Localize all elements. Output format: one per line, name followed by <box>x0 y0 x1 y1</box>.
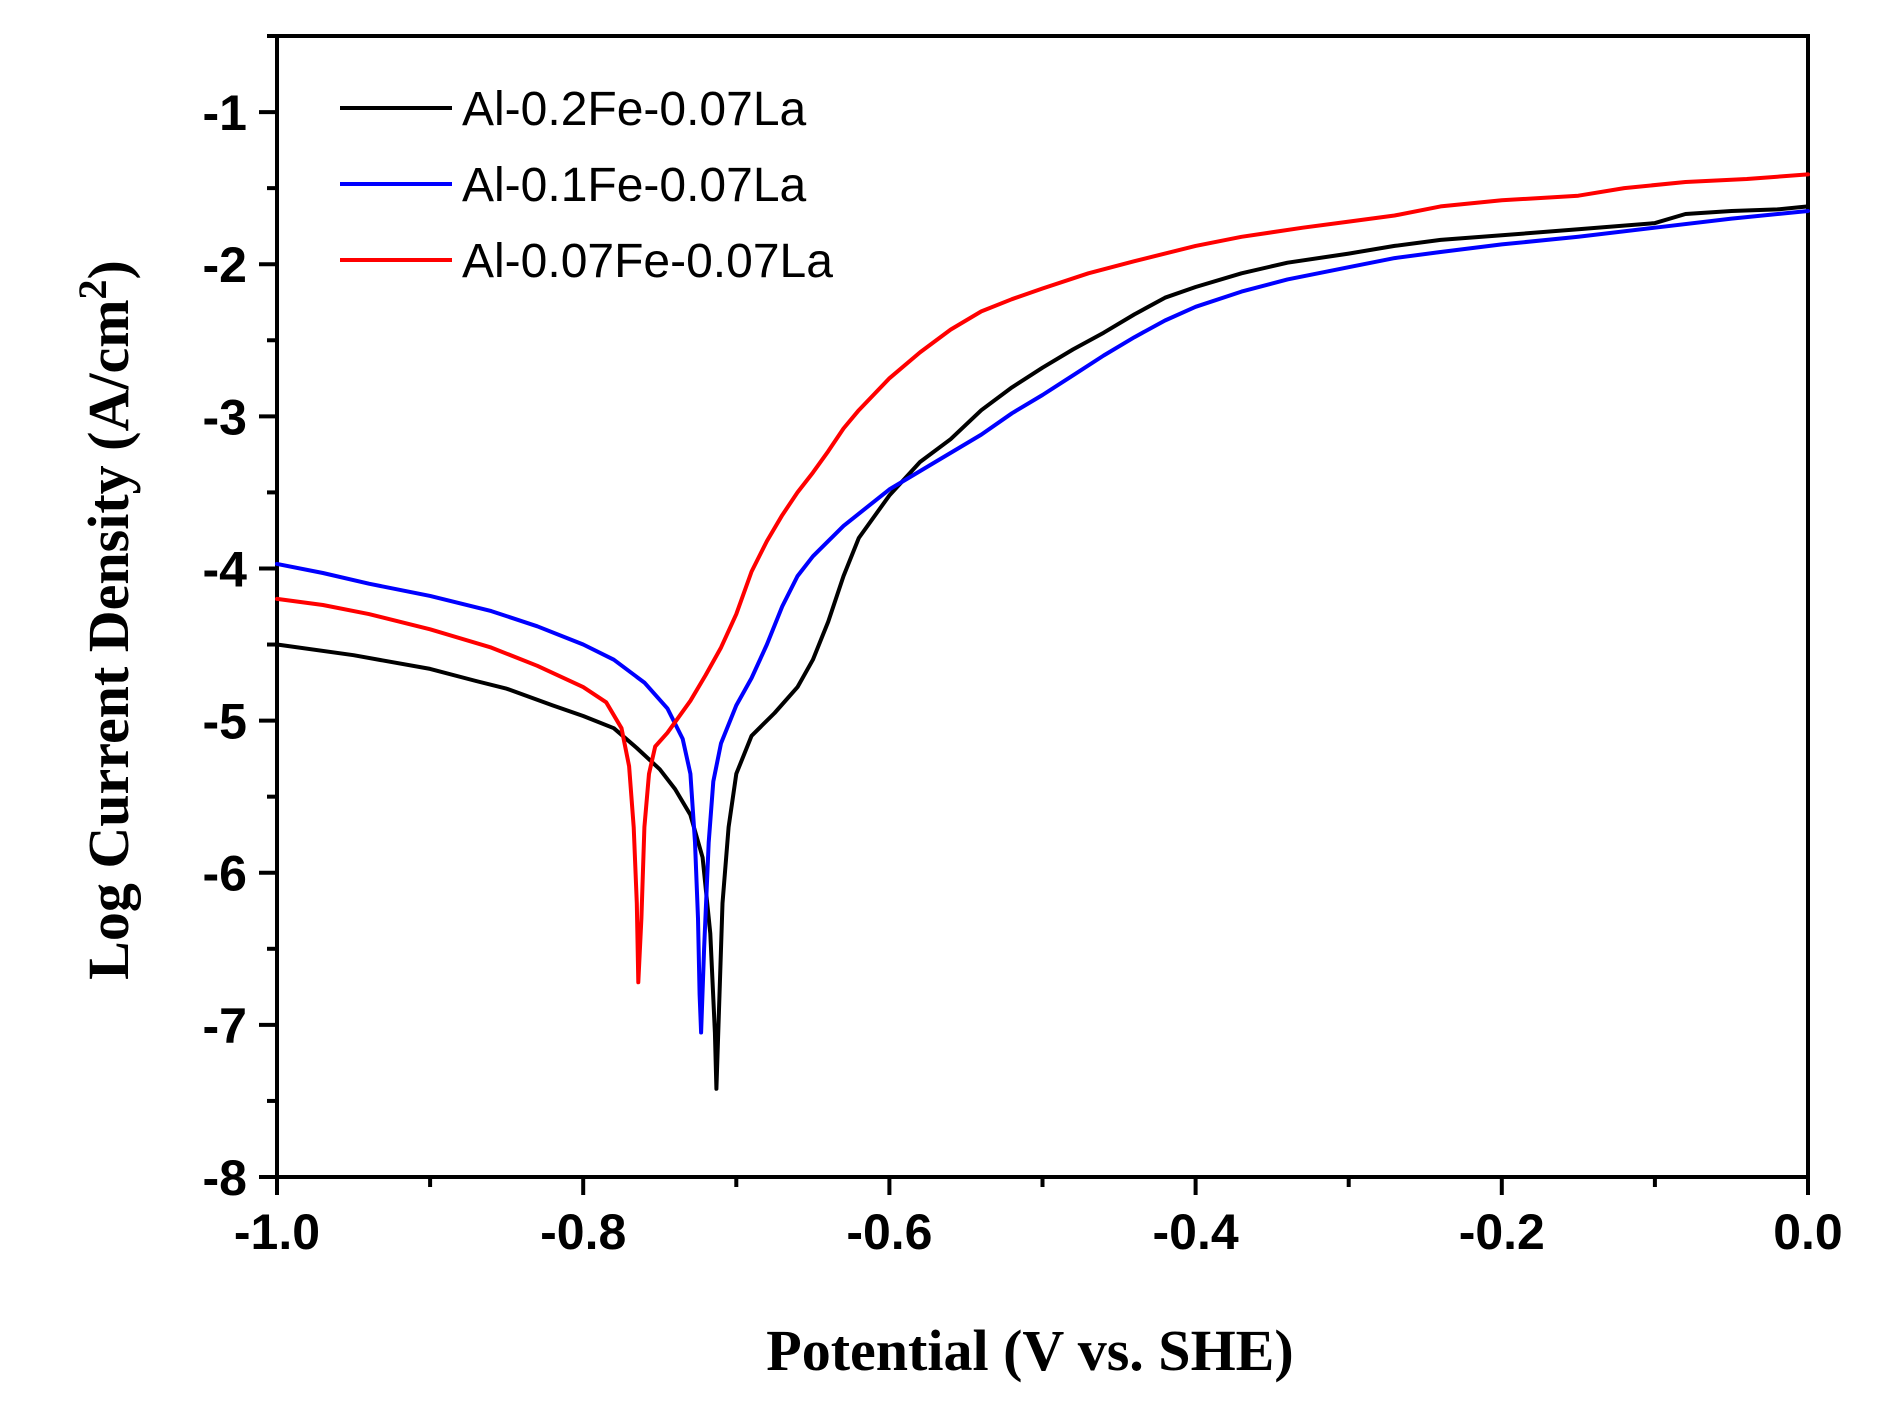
x-tick-label: 0.0 <box>1773 1204 1843 1260</box>
y-tick-label: -8 <box>203 1150 247 1206</box>
y-tick-label: -7 <box>203 998 247 1054</box>
series-line-1 <box>275 204 1810 1091</box>
y-tick-label: -5 <box>203 694 247 750</box>
x-tick-label: -0.4 <box>1153 1204 1239 1260</box>
x-tick-label: -1.0 <box>234 1204 320 1260</box>
tick-labels: -1.0 -0.8 -0.6 -0.4 -0.2 0.0 -1 -2 -3 -4 -5 -6 -7 -8 <box>203 85 1843 1260</box>
y-axis-title-main: Log Current Density (A/cm <box>76 299 141 979</box>
plot-axes <box>259 34 1810 1195</box>
series-line-3 <box>275 172 1810 985</box>
legend-label: Al-0.07Fe-0.07La <box>462 235 833 288</box>
y-tick-label: -1 <box>203 85 247 141</box>
y-tick-label: -3 <box>203 389 247 445</box>
y-axis-title: Log Current Density (A/cm2) <box>70 260 141 980</box>
y-tick-label: -6 <box>203 846 247 902</box>
y-axis-title-superscript: 2 <box>70 279 115 299</box>
legend-label: Al-0.2Fe-0.07La <box>462 83 807 136</box>
x-tick-label: -0.2 <box>1459 1204 1545 1260</box>
legend-label: Al-0.1Fe-0.07La <box>462 159 807 212</box>
y-tick-label: -2 <box>203 237 247 293</box>
series-line-2 <box>275 209 1810 1035</box>
y-axis-title-close: ) <box>76 260 141 279</box>
y-tick-label: -4 <box>203 541 248 597</box>
x-tick-label: -0.6 <box>846 1204 932 1260</box>
legend: Al-0.2Fe-0.07La Al-0.1Fe-0.07La Al-0.07Fe-… <box>340 83 833 288</box>
plot-series <box>275 172 1810 1091</box>
x-axis-title: Potential (V vs. SHE) <box>766 1318 1293 1383</box>
x-tick-label: -0.8 <box>540 1204 626 1260</box>
